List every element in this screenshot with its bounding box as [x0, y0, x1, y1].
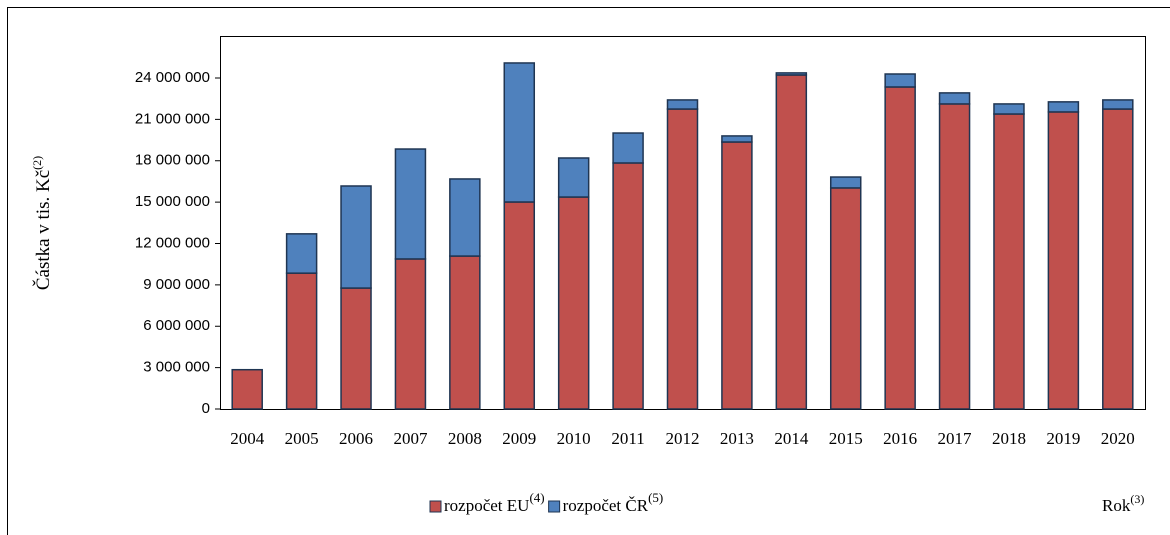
- bar-segment: [503, 62, 536, 203]
- bar-segment: [285, 233, 318, 274]
- bar-segment: [1102, 108, 1134, 410]
- legend-label: rozpočet ČR(5): [563, 490, 664, 515]
- bar-segment: [884, 86, 916, 410]
- y-tick-label: 0: [202, 400, 210, 417]
- bar-segment: [340, 185, 372, 289]
- y-label-superscript: (2): [30, 156, 44, 170]
- y-tick-label: 21 000 000: [135, 110, 210, 127]
- x-tick-label: 2020: [1101, 429, 1135, 448]
- bar-segment: [503, 201, 536, 410]
- legend-superscript: (4): [529, 490, 544, 505]
- bar-segment: [666, 108, 699, 410]
- bar-segment: [938, 103, 971, 410]
- x-tick-label: 2005: [285, 429, 319, 448]
- x-label-superscript: (3): [1130, 492, 1144, 506]
- bar-segment: [829, 176, 862, 189]
- y-label-text: Částka v tis. Kč: [32, 170, 54, 290]
- legend-superscript: (5): [648, 490, 663, 505]
- legend-swatch: [548, 500, 561, 513]
- bar-segment: [993, 113, 1025, 410]
- y-tick-label: 15 000 000: [135, 193, 210, 210]
- bar-segment: [340, 287, 372, 410]
- legend-label: rozpočet EU(4): [444, 490, 545, 515]
- bar-segment: [721, 141, 753, 410]
- bar-segment: [666, 99, 699, 110]
- bar-segment: [829, 187, 862, 410]
- bar-segment: [557, 157, 590, 198]
- bar-segment: [449, 255, 481, 410]
- y-axis-label: Částka v tis. Kč(2): [30, 156, 55, 290]
- bar-segment: [775, 72, 808, 76]
- bar-segment: [285, 272, 318, 410]
- bar-segment: [1102, 99, 1134, 110]
- bar-segment: [449, 178, 481, 257]
- bar-segment: [884, 73, 916, 88]
- x-tick-label: 2018: [992, 429, 1026, 448]
- x-tick-label: 2012: [666, 429, 700, 448]
- y-tick-label: 6 000 000: [143, 317, 210, 334]
- x-tick-label: 2011: [611, 429, 644, 448]
- bar-segment: [394, 148, 427, 260]
- bar-segment: [775, 74, 808, 410]
- y-tick-label: 3 000 000: [143, 359, 210, 376]
- bar-segment: [394, 258, 427, 410]
- x-tick-label: 2019: [1046, 429, 1080, 448]
- x-tick-label: 2006: [339, 429, 373, 448]
- bar-segment: [938, 92, 971, 105]
- x-tick-label: 2016: [883, 429, 917, 448]
- x-tick-label: 2015: [829, 429, 863, 448]
- x-tick-label: 2008: [448, 429, 482, 448]
- x-tick-label: 2014: [774, 429, 809, 448]
- legend-name: rozpočet ČR: [563, 496, 649, 515]
- bar-segment: [993, 103, 1025, 115]
- bar-segment: [612, 132, 644, 164]
- chart-border: [7, 7, 1170, 535]
- x-tick-label: 2013: [720, 429, 754, 448]
- legend: rozpočet EU(4) rozpočet ČR(5): [429, 490, 664, 515]
- bar-segment: [1047, 111, 1080, 410]
- legend-name: rozpočet EU: [444, 496, 529, 515]
- x-label-text: Rok: [1102, 496, 1131, 515]
- bar-segment: [612, 162, 644, 410]
- x-tick-label: 2009: [502, 429, 536, 448]
- y-tick-label: 24 000 000: [135, 69, 210, 86]
- bar-segment: [721, 135, 753, 143]
- y-tick-label: 18 000 000: [135, 152, 210, 169]
- x-tick-label: 2004: [230, 429, 265, 448]
- y-tick-label: 9 000 000: [143, 276, 210, 293]
- bar-segment: [1047, 101, 1080, 113]
- x-tick-label: 2010: [557, 429, 591, 448]
- x-tick-label: 2017: [938, 429, 973, 448]
- x-axis-label: Rok(3): [1102, 492, 1144, 515]
- x-tick-label: 2007: [393, 429, 428, 448]
- bar-segment: [231, 368, 263, 410]
- legend-swatch: [429, 500, 442, 513]
- bar-segment: [557, 196, 590, 410]
- y-tick-label: 12 000 000: [135, 234, 210, 251]
